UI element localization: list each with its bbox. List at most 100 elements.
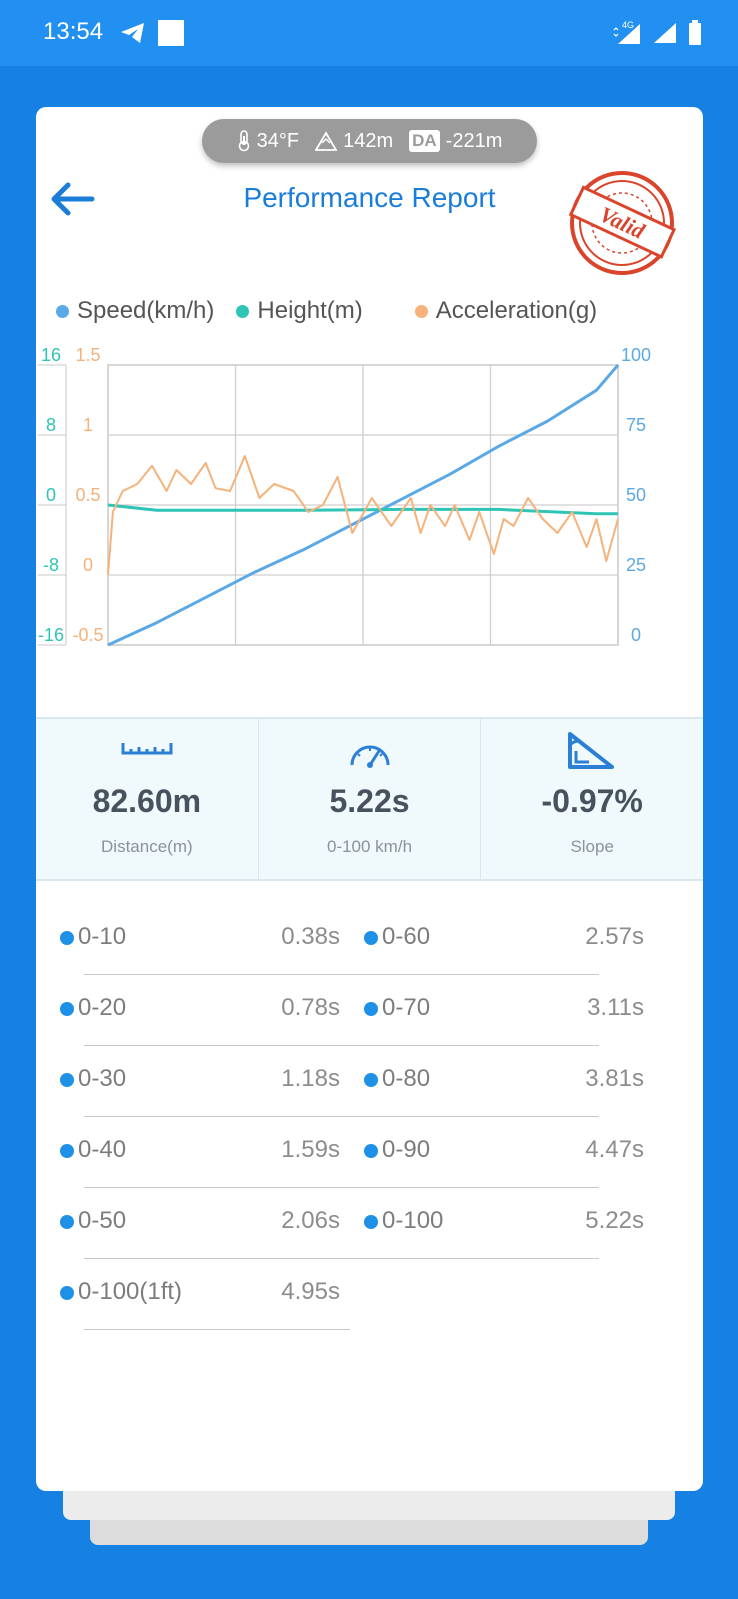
- tick-label: 50: [626, 485, 646, 505]
- square-icon: [158, 20, 184, 46]
- bullet-dot: [60, 1215, 74, 1229]
- split-time: 3.81s: [585, 1065, 644, 1092]
- legend-item-speed: Speed(km/h): [56, 297, 214, 325]
- network-label: 4G: [622, 20, 634, 30]
- legend-label: Speed(km/h): [77, 297, 215, 324]
- bullet-dot: [364, 1144, 378, 1158]
- bullet-dot: [60, 931, 74, 945]
- tick-label: 25: [626, 555, 646, 575]
- split-time: 4.95s: [281, 1278, 340, 1305]
- bullet-dot: [364, 1073, 378, 1087]
- series-line-height: [107, 503, 618, 516]
- tick-label: 8: [46, 415, 56, 435]
- bullet-dot: [364, 1002, 378, 1016]
- arrow-left-icon: [51, 182, 95, 216]
- slope-icon: [568, 732, 615, 769]
- divider: [84, 974, 599, 975]
- split-label: 0-70: [382, 994, 431, 1021]
- divider: [84, 1329, 350, 1330]
- split-label: 0-50: [78, 1207, 127, 1234]
- time-value: 5.22s: [329, 783, 410, 819]
- split-time: 0.38s: [281, 923, 340, 950]
- valid-stamp: Valid: [568, 171, 677, 275]
- speedometer-icon: [350, 745, 389, 768]
- split-label: 0-100: [382, 1207, 444, 1234]
- tick-label: 75: [626, 415, 646, 435]
- split-time: 3.11s: [587, 994, 644, 1021]
- tick-label: -16: [38, 625, 64, 645]
- bullet-dot: [60, 1144, 74, 1158]
- split-time: 5.22s: [585, 1207, 644, 1234]
- split-label: 0-10: [78, 923, 127, 950]
- signal-4g-icon: 4G: [613, 20, 640, 44]
- split-label: 0-30: [78, 1065, 127, 1092]
- split-row: 0-90 4.47s: [84, 1117, 644, 1188]
- back-button[interactable]: [48, 179, 98, 219]
- split-row: 0-70 3.11s: [84, 975, 644, 1046]
- series-line-accel: [107, 455, 619, 576]
- split-row: 0-80 3.81s: [84, 1046, 644, 1117]
- legend-label: Height(m): [257, 297, 363, 324]
- da-badge: DA: [409, 130, 440, 152]
- legend-dot: [414, 304, 428, 318]
- ruler-icon: [121, 743, 173, 755]
- tick-label: -8: [43, 555, 59, 575]
- temperature-value: 34°F: [256, 129, 300, 152]
- stat-slope: -0.97% Slope: [480, 719, 703, 879]
- split-label: 0-40: [78, 1136, 127, 1163]
- tick-label: 0: [83, 555, 93, 575]
- legend-dot: [236, 304, 250, 318]
- divider: [84, 1187, 599, 1188]
- split-label: 0-100(1ft): [78, 1278, 183, 1305]
- battery-icon: [689, 20, 701, 45]
- tick-label: 16: [41, 345, 61, 365]
- stats-panel: 82.60m Distance(m) 5.22s 0-100 km/h: [36, 717, 703, 881]
- split-time: 2.06s: [281, 1207, 340, 1234]
- split-row: 0-10 0.38s: [60, 904, 340, 975]
- tick-label: 0.5: [75, 485, 100, 505]
- divider: [84, 1258, 599, 1259]
- bullet-dot: [364, 1215, 378, 1229]
- legend-item-acceleration: Acceleration(g): [414, 297, 597, 325]
- split-row: 0-40 1.59s: [60, 1117, 340, 1188]
- split-time: 2.57s: [585, 923, 644, 950]
- altitude-value: 142m: [343, 129, 394, 152]
- status-time: 13:54: [43, 18, 104, 45]
- bullet-dot: [60, 1002, 74, 1016]
- tick-label: 0: [46, 485, 56, 505]
- legend-item-height: Height(m): [236, 297, 363, 325]
- divider: [84, 1116, 599, 1117]
- split-label: 0-60: [382, 923, 431, 950]
- legend-dot: [56, 304, 69, 318]
- split-row: 0-60 2.57s: [84, 904, 644, 975]
- signal-icon: [654, 23, 676, 43]
- distance-value: 82.60m: [92, 783, 202, 819]
- status-bar: 13:54 4G: [0, 0, 738, 66]
- slope-label: Slope: [570, 837, 614, 856]
- page-title: Performance Report: [243, 182, 496, 213]
- thermometer-icon: [238, 130, 249, 152]
- slope-value: -0.97%: [541, 783, 643, 819]
- split-row: 0-20 0.78s: [60, 975, 340, 1046]
- tick-label: 0: [631, 625, 641, 645]
- time-label: 0-100 km/h: [326, 837, 413, 856]
- split-row: 0-100(1ft) 4.95s: [60, 1259, 350, 1330]
- series-line-right: [107, 364, 620, 647]
- bullet-dot: [60, 1073, 74, 1087]
- performance-chart: 16 8 0 -8 -16 1.5 1 0.5 0 -0.5 100 75 50 25 0: [38, 345, 651, 647]
- tick-label: -0.5: [72, 625, 103, 645]
- split-row: 0-30 1.18s: [60, 1046, 340, 1117]
- density-altitude-value: -221m: [445, 129, 503, 152]
- split-time: 4.47s: [585, 1136, 644, 1163]
- split-label: 0-20: [78, 994, 127, 1021]
- split-row: 0-50 2.06s: [60, 1188, 340, 1259]
- split-time: 1.18s: [281, 1065, 340, 1092]
- tick-label: 1: [83, 415, 93, 435]
- weather-pill: 34°F 142m DA -221m: [202, 119, 537, 163]
- stat-time: 5.22s 0-100 km/h: [257, 719, 481, 879]
- mountain-icon: [315, 131, 338, 151]
- telegram-icon: [121, 23, 144, 43]
- stat-distance: 82.60m Distance(m): [36, 719, 258, 879]
- split-time: 0.78s: [281, 994, 340, 1021]
- split-time: 1.59s: [281, 1136, 340, 1163]
